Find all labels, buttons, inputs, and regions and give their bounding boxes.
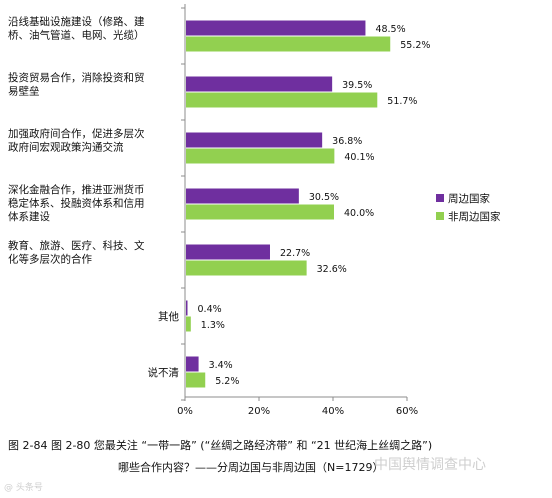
x-tick-label: 40%: [322, 406, 344, 417]
bar-neighbor: [186, 356, 199, 372]
category-label: 政府间宏观政策沟通交流: [8, 141, 124, 154]
data-label: 32.6%: [317, 264, 347, 275]
data-label: 0.4%: [198, 304, 222, 315]
category-label: 化等多层次的合作: [8, 253, 92, 266]
data-label: 3.4%: [209, 360, 233, 371]
bar-neighbor: [186, 132, 323, 148]
category-label: 易壁垒: [8, 85, 40, 98]
category-label: 沿线基础设施建设（修路、建: [8, 15, 145, 28]
bar-neighbor: [186, 300, 188, 316]
category-label: 加强政府间合作，促进多层次: [8, 127, 145, 140]
data-label: 51.7%: [387, 96, 417, 107]
category-label: 桥、油气管道、电网、光缆）: [8, 29, 145, 42]
data-label: 40.0%: [344, 208, 374, 219]
bar-non-neighbor: [186, 260, 307, 276]
bar-neighbor: [186, 188, 299, 204]
data-label: 22.7%: [280, 248, 310, 259]
data-label: 30.5%: [309, 192, 339, 203]
legend-label: 周边国家: [448, 192, 490, 205]
watermark-text: 中国舆情调查中心: [374, 457, 486, 473]
data-label: 1.3%: [201, 320, 225, 331]
legend-swatch: [436, 194, 444, 202]
x-tick-label: 0%: [177, 406, 193, 417]
watermark-corner-text: @ 头条号: [4, 483, 43, 493]
bar-chart: 0% 20% 40% 60% 48.5% 55.2% 沿线基础设施建设（修路、建桥、油气管道…: [8, 4, 501, 417]
x-tick-label: 20%: [248, 406, 270, 417]
bar-non-neighbor: [186, 316, 191, 332]
category-label: 其他: [158, 310, 179, 323]
bar-non-neighbor: [186, 92, 378, 108]
bar-non-neighbor: [186, 372, 206, 388]
category-label: 教育、旅游、医疗、科技、文: [8, 239, 145, 252]
data-label: 48.5%: [375, 24, 405, 35]
bar-neighbor: [186, 20, 366, 36]
bar-non-neighbor: [186, 148, 335, 164]
category-label: 说不清: [148, 366, 180, 379]
legend-label: 非周边国家: [448, 210, 501, 223]
legend-swatch: [436, 212, 444, 220]
caption-line-1: 图 2-84 图 2-80 您最关注 “一带一路” (“丝绸之路经济带” 和 “…: [8, 439, 433, 452]
data-label: 40.1%: [344, 152, 374, 163]
bar-non-neighbor: [186, 204, 334, 220]
category-label: 深化金融合作，推进亚洲货币: [8, 183, 145, 196]
bar-neighbor: [186, 76, 333, 92]
chart-area: 0% 20% 40% 60% 48.5% 55.2% 沿线基础设施建设（修路、建 桥、油气管道…: [8, 4, 501, 417]
category-label: 体系建设: [8, 210, 50, 223]
data-label: 55.2%: [400, 40, 430, 51]
x-tick-label: 60%: [396, 406, 418, 417]
data-label: 5.2%: [215, 376, 239, 387]
caption-line-2: 哪些合作内容？——分周边国与非周边国（N=1729）: [118, 461, 384, 474]
bar-non-neighbor: [186, 36, 391, 52]
category-label: 投资贸易合作，消除投资和贸: [8, 71, 145, 84]
bar-neighbor: [186, 244, 270, 260]
category-label: 稳定体系、投融资体系和信用: [8, 197, 145, 210]
data-label: 36.8%: [332, 136, 362, 147]
data-label: 39.5%: [342, 80, 372, 91]
